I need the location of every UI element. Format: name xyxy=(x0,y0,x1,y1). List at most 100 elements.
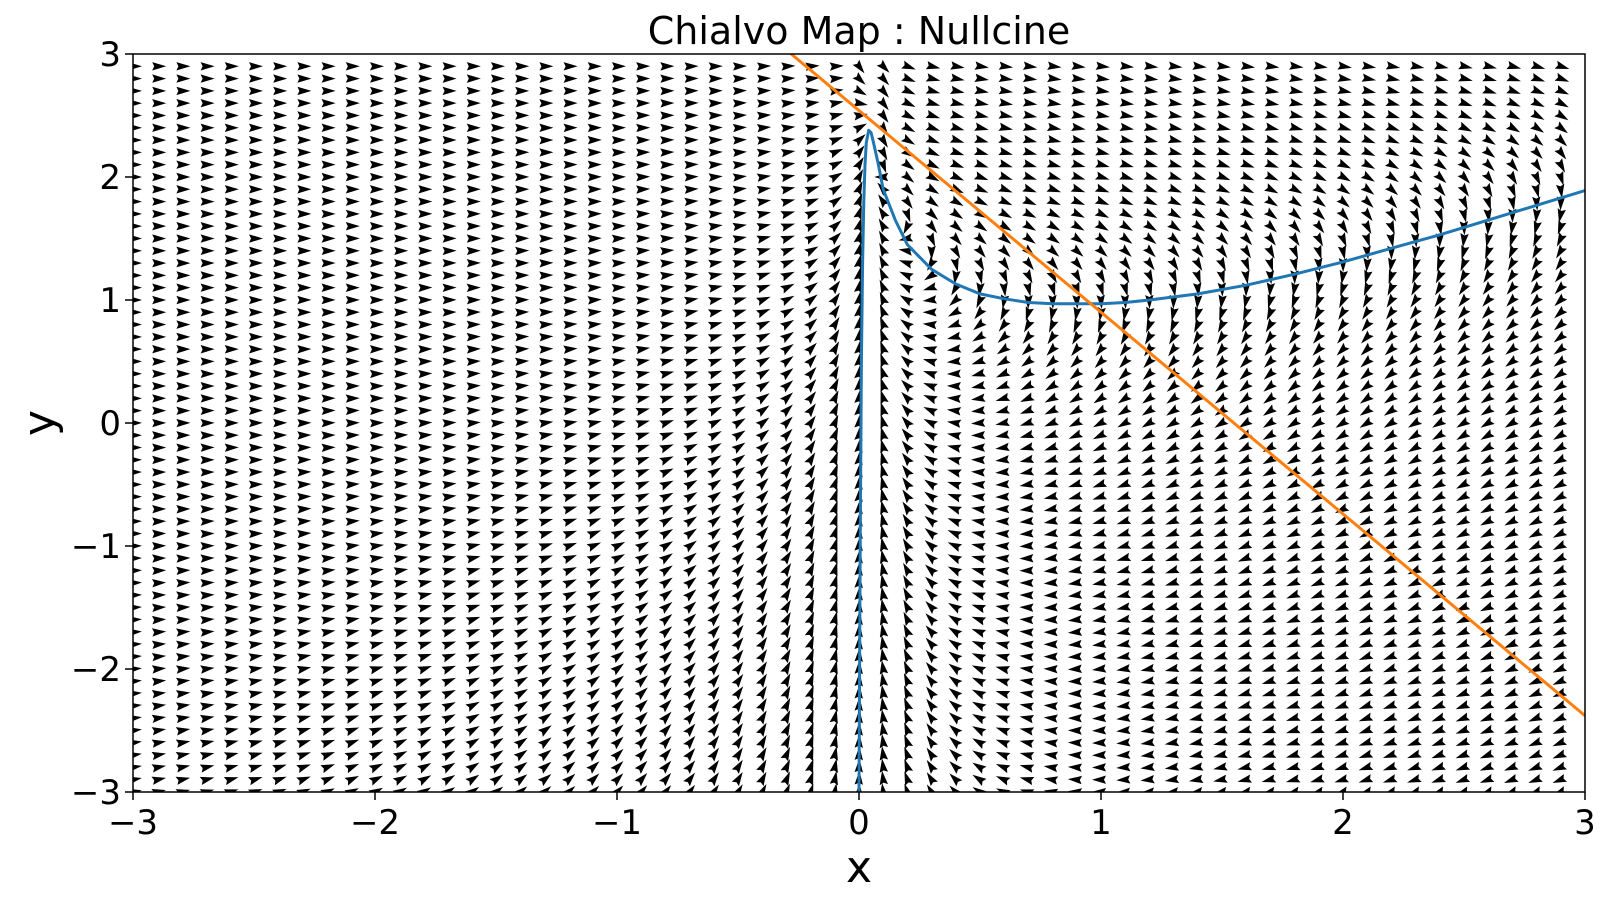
field-arrow xyxy=(489,762,504,774)
field-arrow xyxy=(660,222,675,231)
field-arrow xyxy=(1457,342,1471,355)
field-arrow xyxy=(466,332,481,342)
field-arrow xyxy=(176,653,191,662)
field-arrow xyxy=(1046,220,1061,231)
field-arrow xyxy=(176,640,191,650)
field-arrow xyxy=(1264,73,1280,83)
field-arrow xyxy=(658,529,674,540)
field-arrow xyxy=(635,246,651,256)
series-line-2 xyxy=(789,54,1585,718)
field-arrow xyxy=(1482,73,1497,82)
field-arrow xyxy=(200,246,215,256)
field-arrow xyxy=(562,419,578,428)
field-arrow xyxy=(925,158,940,169)
field-arrow xyxy=(1286,626,1301,636)
field-arrow xyxy=(586,749,600,762)
field-arrow xyxy=(1409,182,1422,196)
field-arrow xyxy=(804,672,814,688)
field-arrow xyxy=(224,295,239,305)
field-arrow xyxy=(369,111,384,120)
field-arrow xyxy=(1095,73,1110,83)
field-arrow xyxy=(273,197,288,206)
field-arrow xyxy=(974,146,989,156)
field-arrow xyxy=(1140,515,1156,525)
field-arrow xyxy=(442,332,457,342)
field-arrow xyxy=(1504,379,1519,392)
field-arrow xyxy=(995,480,1010,489)
field-arrow xyxy=(1431,675,1447,685)
field-arrow xyxy=(175,789,191,792)
field-arrow xyxy=(971,406,986,415)
field-arrow xyxy=(1289,330,1301,344)
field-arrow xyxy=(683,760,696,774)
field-arrow xyxy=(587,296,602,305)
field-arrow xyxy=(659,308,675,318)
field-arrow xyxy=(877,158,887,174)
field-arrow xyxy=(248,345,263,354)
field-arrow xyxy=(1261,749,1277,758)
field-arrow xyxy=(658,711,672,725)
field-arrow xyxy=(152,283,167,292)
field-arrow xyxy=(1237,638,1253,648)
field-arrow xyxy=(611,444,626,453)
field-arrow xyxy=(971,701,987,712)
field-arrow xyxy=(995,392,1011,402)
field-arrow xyxy=(1092,577,1107,587)
field-arrow xyxy=(417,617,433,626)
field-arrow xyxy=(176,111,191,120)
field-arrow xyxy=(1286,564,1301,575)
field-arrow xyxy=(1554,60,1570,70)
field-arrow xyxy=(683,358,699,367)
field-arrow xyxy=(392,787,408,792)
field-arrow xyxy=(489,701,504,713)
field-arrow xyxy=(1509,232,1518,248)
field-arrow xyxy=(804,648,814,663)
field-arrow xyxy=(683,516,698,528)
vector-field xyxy=(133,59,1570,792)
field-arrow xyxy=(1532,244,1543,259)
field-arrow xyxy=(1047,281,1056,297)
field-arrow xyxy=(1552,786,1567,792)
field-arrow xyxy=(515,222,530,231)
field-arrow xyxy=(854,401,863,417)
field-arrow xyxy=(683,528,697,541)
field-arrow xyxy=(296,641,312,650)
field-arrow xyxy=(152,246,167,256)
field-arrow xyxy=(133,112,142,119)
field-arrow xyxy=(151,727,167,736)
field-arrow xyxy=(1141,453,1156,464)
field-arrow xyxy=(563,407,578,416)
field-arrow xyxy=(610,663,625,676)
field-arrow xyxy=(1043,751,1059,760)
field-arrow xyxy=(1094,183,1110,193)
field-arrow xyxy=(950,257,959,272)
field-arrow xyxy=(707,321,723,330)
field-arrow xyxy=(321,185,336,194)
field-arrow xyxy=(947,578,963,589)
field-arrow xyxy=(1484,220,1493,236)
field-arrow xyxy=(1431,712,1446,722)
field-arrow xyxy=(442,320,457,329)
field-arrow xyxy=(1164,688,1180,697)
field-arrow xyxy=(658,601,673,614)
field-arrow xyxy=(922,333,938,342)
field-arrow xyxy=(587,135,602,145)
field-arrow xyxy=(537,688,552,700)
field-arrow xyxy=(296,628,312,638)
field-arrow xyxy=(876,108,889,123)
field-arrow xyxy=(563,62,578,71)
field-arrow xyxy=(369,86,384,96)
field-arrow xyxy=(902,477,914,492)
field-arrow xyxy=(133,394,142,403)
field-arrow xyxy=(1337,245,1347,260)
field-arrow xyxy=(1313,61,1328,70)
field-arrow xyxy=(949,134,965,143)
field-arrow xyxy=(925,564,939,578)
field-arrow xyxy=(611,222,626,231)
field-arrow xyxy=(369,222,384,231)
field-arrow xyxy=(418,185,433,194)
field-arrow xyxy=(297,234,312,243)
field-arrow xyxy=(1431,687,1446,697)
field-arrow xyxy=(925,146,940,156)
field-arrow xyxy=(200,160,215,169)
